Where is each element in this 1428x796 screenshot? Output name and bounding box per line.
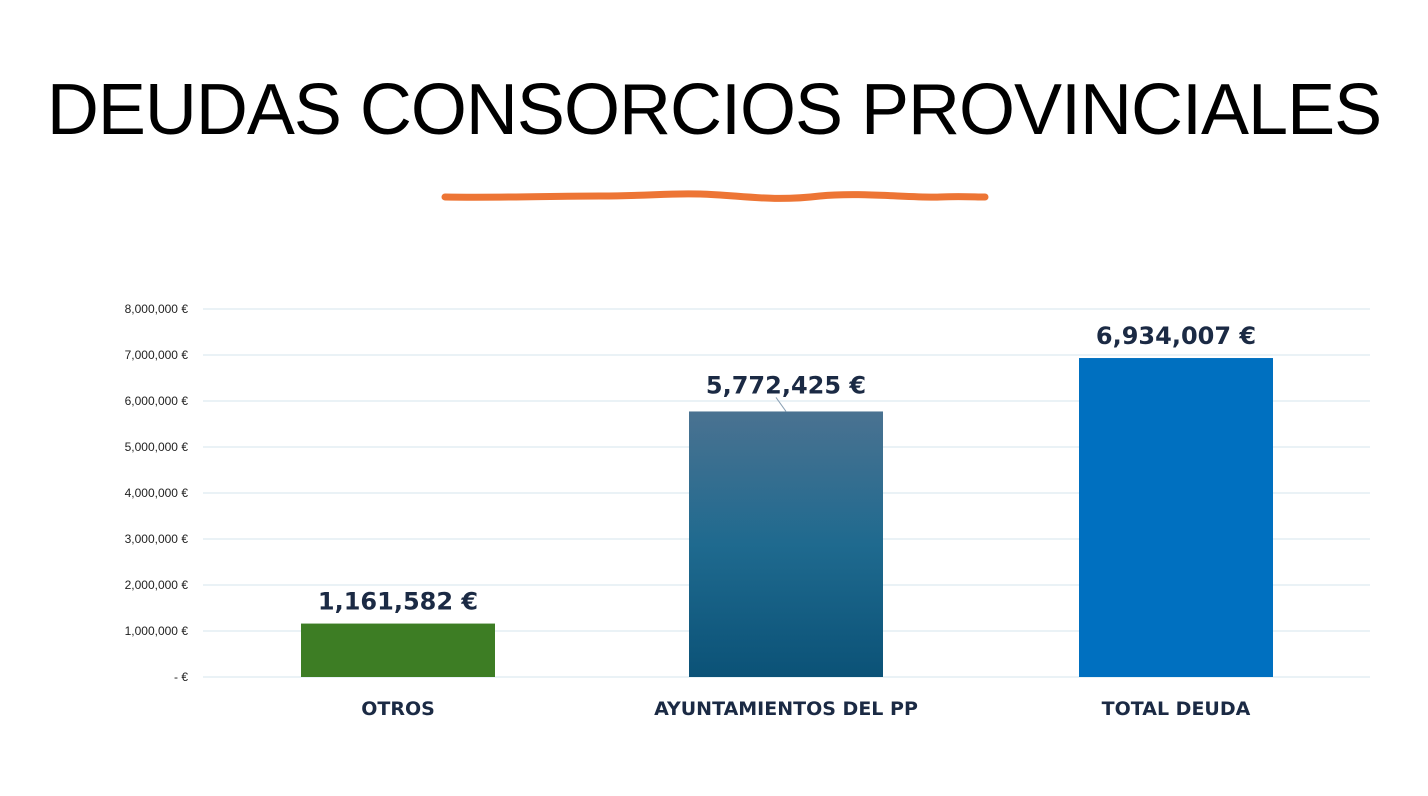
y-tick-label: 3,000,000 €	[125, 532, 189, 546]
y-tick-label: 4,000,000 €	[125, 486, 189, 500]
bar-ayuntamientos-del-pp	[689, 411, 883, 677]
slide-title: DEUDAS CONSORCIOS PROVINCIALES	[46, 70, 1382, 150]
leader-lines	[775, 397, 787, 412]
data-label: 5,772,425 €	[706, 371, 866, 399]
y-tick-label: 1,000,000 €	[125, 624, 189, 638]
leader-line	[775, 397, 787, 412]
bar-total-deuda	[1079, 358, 1273, 677]
category-label: OTROS	[361, 698, 435, 720]
y-axis-tick-labels: - € 1,000,000 € 2,000,000 € 3,000,000 € 4,00…	[125, 302, 189, 684]
y-tick-label: 8,000,000 €	[125, 302, 189, 316]
underline-stroke	[441, 190, 989, 202]
data-label: 6,934,007 €	[1096, 322, 1256, 350]
bars	[301, 358, 1273, 677]
y-tick-label: 6,000,000 €	[125, 394, 189, 408]
title-underline-decoration	[441, 190, 989, 202]
x-axis-category-labels: OTROS AYUNTAMIENTOS DEL PP TOTAL DEUDA	[361, 698, 1250, 720]
category-label: TOTAL DEUDA	[1102, 698, 1251, 720]
bar-otros	[301, 623, 495, 677]
y-tick-label: 5,000,000 €	[125, 440, 189, 454]
data-labels: 1,161,582 € 5,772,425 € 6,934,007 €	[318, 322, 1256, 616]
y-tick-label: 7,000,000 €	[125, 348, 189, 362]
y-tick-label: - €	[174, 670, 188, 684]
category-label: AYUNTAMIENTOS DEL PP	[654, 698, 918, 720]
y-tick-label: 2,000,000 €	[125, 578, 189, 592]
data-label: 1,161,582 €	[318, 588, 478, 616]
